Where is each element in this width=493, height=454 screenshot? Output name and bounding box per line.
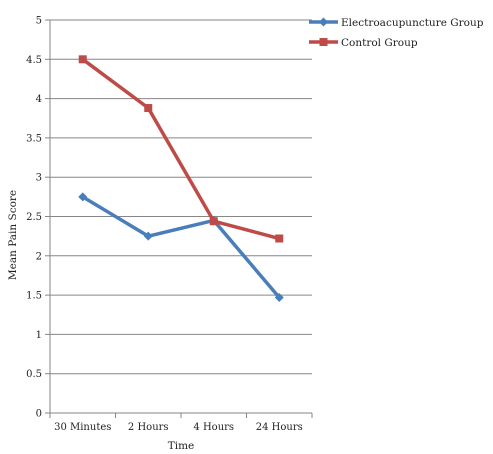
- series-layer: [78, 55, 284, 302]
- x-tick-label: 30 Minutes: [54, 422, 111, 433]
- point-marker-square: [319, 38, 328, 46]
- point-marker-diamond: [78, 192, 88, 202]
- x-tick-label: 4 Hours: [193, 422, 234, 433]
- y-tick-label: 4: [36, 94, 42, 105]
- gridlines: [45, 19, 312, 414]
- y-tick-label: 3: [36, 173, 42, 184]
- y-tick-label: 0.5: [26, 369, 42, 380]
- legend-item: Electroacupuncture Group: [309, 17, 484, 29]
- y-tick-label: 2.5: [26, 212, 42, 223]
- y-tick-label: 0: [36, 409, 42, 420]
- y-tick-labels: 0 0.5 1 1.5 2 2.5 3 3.5 4 4.5 5: [26, 16, 42, 420]
- x-tick-label: 2 Hours: [128, 422, 169, 433]
- x-tick-labels: 30 Minutes 2 Hours 4 Hours 24 Hours: [54, 422, 303, 433]
- x-axis-title: Time: [168, 440, 195, 450]
- x-tick-label: 24 Hours: [256, 422, 303, 433]
- point-marker-square: [209, 217, 218, 226]
- point-marker-diamond: [319, 17, 328, 27]
- y-tick-label: 2: [36, 251, 42, 262]
- legend: Electroacupuncture Group Control Group: [309, 17, 484, 49]
- legend-label: Electroacupuncture Group: [341, 17, 484, 29]
- y-tick-label: 3.5: [26, 133, 42, 144]
- y-axis-title: Mean Pain Score: [7, 190, 19, 280]
- legend-item: Control Group: [309, 37, 418, 49]
- y-tick-label: 1.5: [26, 291, 42, 302]
- point-marker-square: [275, 234, 284, 243]
- y-tick-label: 5: [36, 16, 42, 27]
- point-marker-square: [144, 104, 153, 113]
- point-marker-diamond: [143, 231, 153, 241]
- point-marker-diamond: [274, 292, 284, 302]
- axes: [49, 20, 313, 418]
- point-marker-square: [78, 55, 87, 64]
- series-line: [81, 195, 281, 299]
- series-line: [81, 57, 280, 241]
- y-tick-label: 4.5: [26, 55, 42, 66]
- legend-label: Control Group: [341, 37, 418, 49]
- series-1: [78, 192, 284, 302]
- series-2: [78, 55, 284, 243]
- y-tick-label: 1: [36, 330, 42, 341]
